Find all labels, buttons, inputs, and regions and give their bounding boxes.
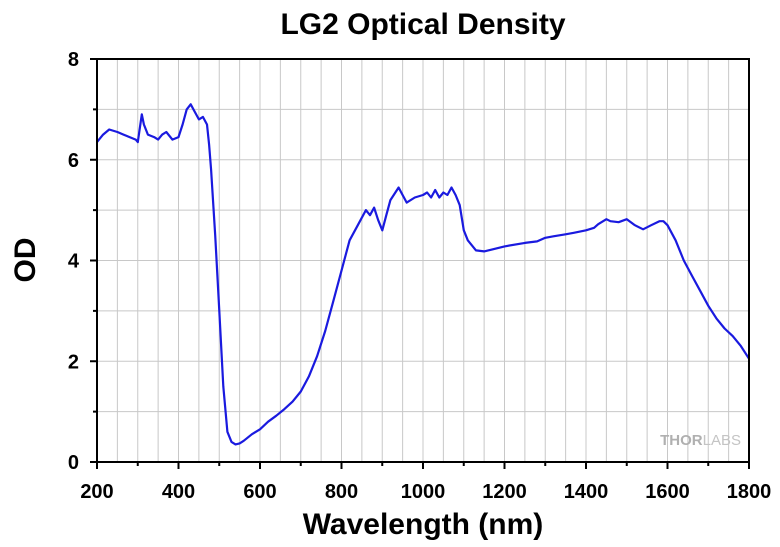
x-tick-label: 1400 [564, 481, 609, 503]
x-tick-label: 1000 [401, 481, 446, 503]
y-tick-label: 0 [68, 452, 79, 474]
y-tick-label: 4 [68, 251, 80, 273]
chart-title: LG2 Optical Density [280, 8, 565, 41]
watermark-part-a: THOR [660, 432, 703, 449]
y-tick-label: 2 [68, 351, 79, 373]
x-tick-labels: 200 400 600 800 1000 1200 1400 1600 1800 [80, 481, 771, 503]
watermark-part-b: LABS [703, 432, 741, 449]
y-axis-label: OD [9, 238, 42, 283]
y-tick-label: 8 [68, 49, 79, 71]
y-tick-labels: 0 2 4 6 8 [68, 49, 80, 474]
x-axis-label: Wavelength (nm) [303, 508, 544, 541]
x-tick-label: 600 [243, 481, 276, 503]
x-tick-label: 1200 [482, 481, 527, 503]
x-tick-label: 800 [325, 481, 358, 503]
x-tick-label: 400 [162, 481, 195, 503]
od-series-line [96, 103, 750, 446]
y-tick-label: 6 [68, 150, 79, 172]
axis-ticks [90, 58, 750, 469]
grid-lines [97, 59, 749, 462]
thorlabs-watermark: THORLABS [660, 432, 741, 449]
x-tick-label: 1800 [727, 481, 772, 503]
x-tick-label: 200 [80, 481, 113, 503]
x-tick-label: 1600 [645, 481, 690, 503]
